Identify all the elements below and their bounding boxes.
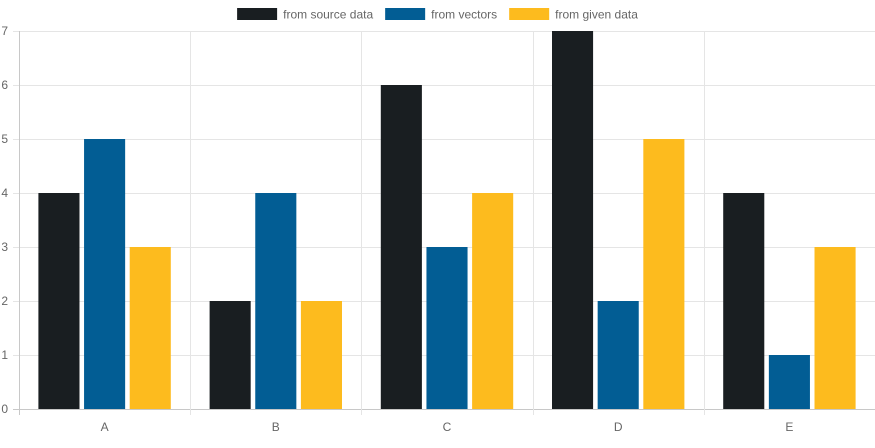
- y-tick-label-1: 1: [1, 348, 8, 362]
- legend-label-3[interactable]: from given data: [555, 8, 638, 22]
- y-tick-label-6: 6: [1, 78, 8, 92]
- legend-swatch-2[interactable]: [385, 8, 426, 20]
- legend-label-2[interactable]: from vectors: [431, 8, 497, 22]
- x-tick-label-A: A: [101, 420, 109, 434]
- legend-swatch-1[interactable]: [237, 8, 278, 20]
- bar-D-series-1[interactable]: [552, 31, 594, 409]
- x-tick-label-D: D: [614, 420, 623, 434]
- y-tick-label-2: 2: [1, 294, 8, 308]
- y-tick-label-4: 4: [1, 186, 8, 200]
- bar-D-series-2[interactable]: [597, 301, 639, 409]
- bar-E-series-1[interactable]: [723, 193, 765, 409]
- x-tick-label-E: E: [785, 420, 793, 434]
- bar-D-series-3[interactable]: [643, 139, 685, 409]
- bar-C-series-1[interactable]: [380, 85, 422, 409]
- bar-B-series-1[interactable]: [209, 301, 251, 409]
- legend-label-1[interactable]: from source data: [283, 8, 373, 22]
- x-tick-label-C: C: [443, 420, 452, 434]
- bar-A-series-1[interactable]: [38, 193, 80, 409]
- y-tick-label-0: 0: [1, 402, 8, 416]
- bar-A-series-2[interactable]: [84, 139, 126, 409]
- bar-B-series-2[interactable]: [255, 193, 297, 409]
- x-tick-label-B: B: [272, 420, 280, 434]
- legend-swatch-3[interactable]: [509, 8, 550, 20]
- y-tick-label-5: 5: [1, 132, 8, 146]
- y-tick-label-7: 7: [1, 24, 8, 38]
- bar-E-series-2[interactable]: [768, 355, 810, 409]
- bar-C-series-2[interactable]: [426, 247, 468, 409]
- bar-E-series-3[interactable]: [814, 247, 856, 409]
- y-tick-label-3: 3: [1, 240, 8, 254]
- bar-B-series-3[interactable]: [300, 301, 342, 409]
- bar-A-series-3[interactable]: [129, 247, 171, 409]
- bar-C-series-3[interactable]: [472, 193, 514, 409]
